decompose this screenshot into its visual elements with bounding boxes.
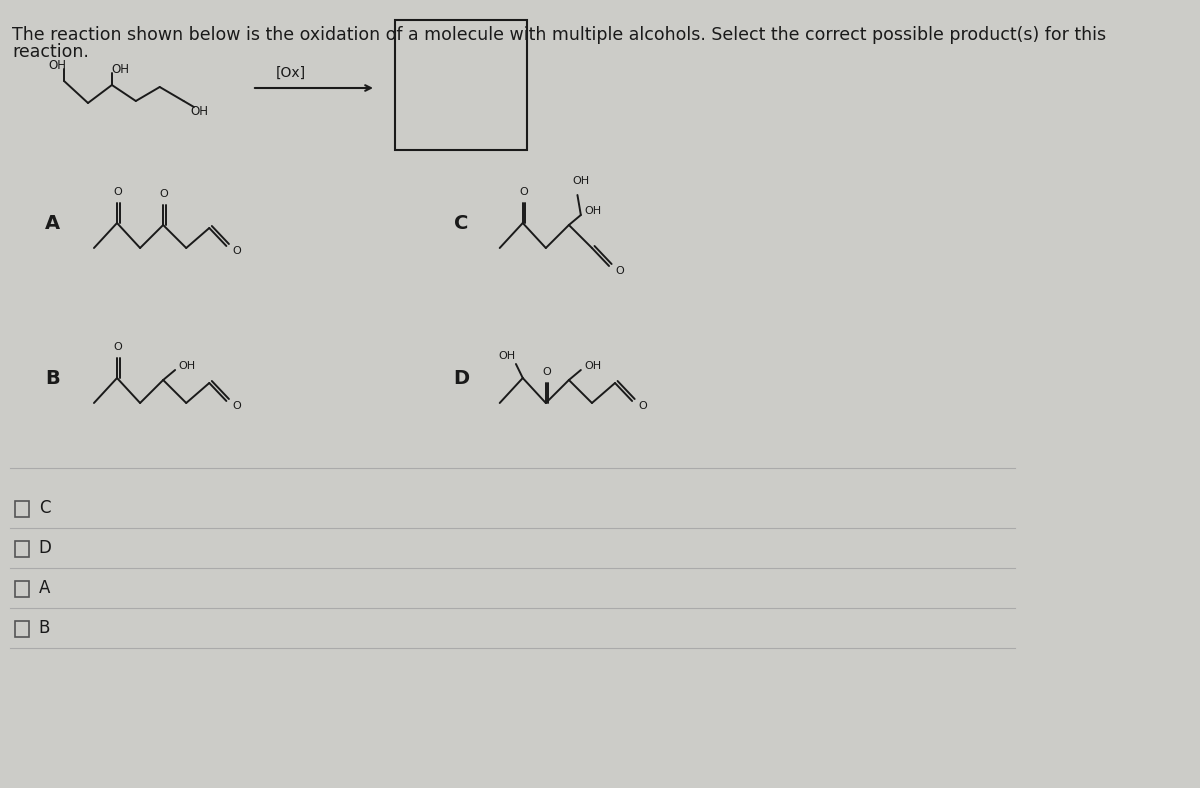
Text: A: A <box>38 579 50 597</box>
Text: OH: OH <box>584 206 601 216</box>
Text: O: O <box>114 187 122 197</box>
Text: O: O <box>233 401 241 411</box>
Text: D: D <box>454 369 469 388</box>
Bar <box>16 501 29 517</box>
Text: OH: OH <box>584 361 601 371</box>
Text: [Ox]: [Ox] <box>275 66 306 80</box>
Text: OH: OH <box>572 176 589 186</box>
Text: O: O <box>614 266 624 276</box>
Text: O: O <box>233 246 241 256</box>
Bar <box>16 541 29 557</box>
Text: OH: OH <box>112 62 130 76</box>
Text: The reaction shown below is the oxidation of a molecule with multiple alcohols. : The reaction shown below is the oxidatio… <box>12 26 1106 44</box>
Text: O: O <box>638 401 647 411</box>
Text: C: C <box>38 499 50 517</box>
Text: O: O <box>542 367 551 377</box>
Text: B: B <box>46 369 60 388</box>
Bar <box>16 581 29 597</box>
Text: O: O <box>114 342 122 352</box>
Text: O: O <box>520 187 528 197</box>
Text: B: B <box>38 619 50 637</box>
Text: D: D <box>38 539 50 557</box>
Bar <box>16 621 29 637</box>
Text: O: O <box>160 189 168 199</box>
Text: OH: OH <box>499 351 516 361</box>
Bar <box>395 20 527 150</box>
Text: C: C <box>454 214 468 232</box>
Text: OH: OH <box>190 105 208 117</box>
Text: OH: OH <box>179 361 196 371</box>
Text: A: A <box>46 214 60 232</box>
Text: OH: OH <box>48 58 66 72</box>
Text: reaction.: reaction. <box>12 43 89 61</box>
